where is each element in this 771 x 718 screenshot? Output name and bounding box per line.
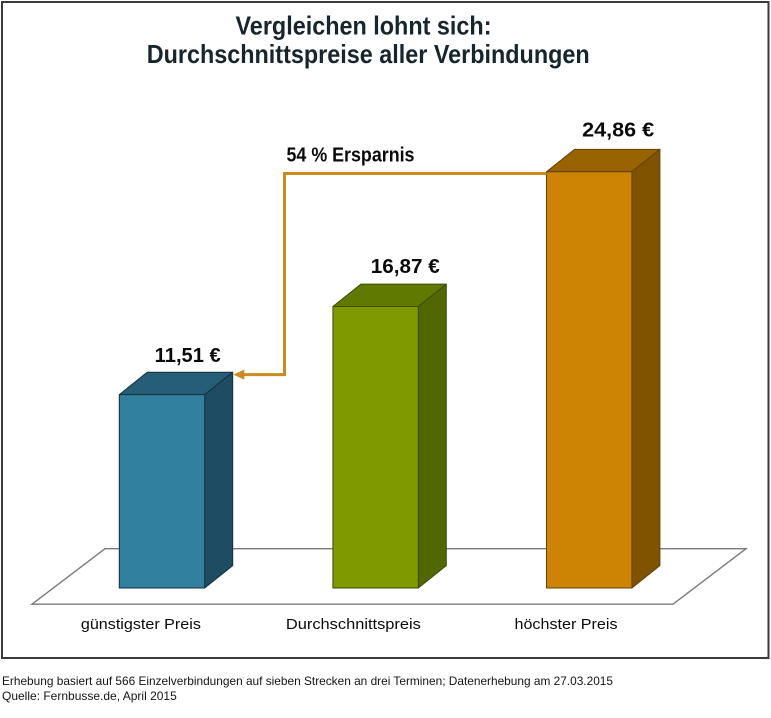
svg-text:Vergleichen lohnt sich:: Vergleichen lohnt sich: bbox=[236, 10, 492, 40]
svg-text:Quelle: Fernbusse.de, April 20: Quelle: Fernbusse.de, April 2015 bbox=[2, 689, 177, 703]
svg-text:16,87 €: 16,87 € bbox=[371, 256, 440, 278]
svg-text:Erhebung basiert auf 566 Einze: Erhebung basiert auf 566 Einzelverbindun… bbox=[2, 674, 613, 688]
svg-text:54 % Ersparnis: 54 % Ersparnis bbox=[287, 144, 415, 166]
svg-text:höchster Preis: höchster Preis bbox=[515, 616, 618, 633]
svg-text:24,86 €: 24,86 € bbox=[582, 119, 654, 141]
svg-text:11,51 €: 11,51 € bbox=[155, 345, 221, 367]
svg-text:Durchschnittspreise aller Verb: Durchschnittspreise aller Verbindungen bbox=[147, 39, 590, 69]
svg-text:Durchschnittspreis: Durchschnittspreis bbox=[286, 616, 421, 633]
svg-text:günstigster Preis: günstigster Preis bbox=[81, 616, 201, 633]
